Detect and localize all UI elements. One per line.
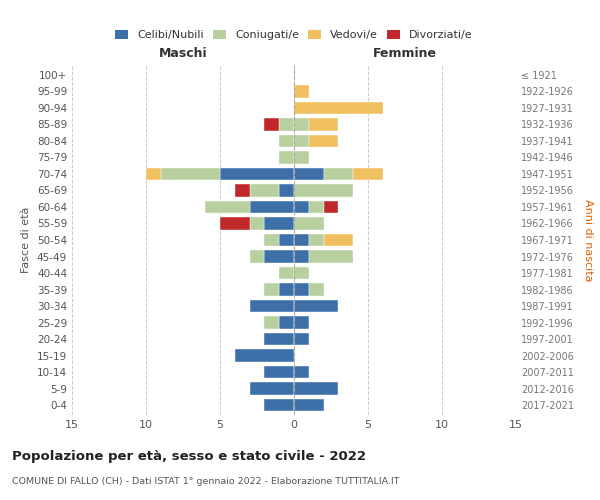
Bar bbox=[294, 234, 309, 246]
Bar bbox=[294, 366, 309, 378]
Bar bbox=[309, 234, 323, 246]
Bar bbox=[294, 300, 338, 312]
Text: Femmine: Femmine bbox=[373, 47, 437, 60]
Bar bbox=[294, 267, 309, 279]
Bar bbox=[294, 201, 309, 213]
Bar bbox=[265, 399, 294, 411]
Bar bbox=[265, 333, 294, 345]
Bar bbox=[294, 168, 323, 180]
Bar bbox=[294, 184, 353, 196]
Bar bbox=[294, 316, 309, 328]
Bar bbox=[353, 168, 383, 180]
Bar bbox=[265, 250, 294, 262]
Bar bbox=[279, 234, 294, 246]
Legend: Celibi/Nubili, Coniugati/e, Vedovi/e, Divorziati/e: Celibi/Nubili, Coniugati/e, Vedovi/e, Di… bbox=[111, 25, 477, 44]
Bar bbox=[265, 118, 279, 130]
Bar bbox=[250, 218, 265, 230]
Bar bbox=[309, 201, 323, 213]
Bar bbox=[294, 284, 309, 296]
Bar bbox=[294, 152, 309, 164]
Bar bbox=[294, 218, 323, 230]
Bar bbox=[323, 201, 338, 213]
Bar bbox=[250, 184, 279, 196]
Bar bbox=[294, 85, 309, 98]
Bar bbox=[205, 201, 250, 213]
Bar bbox=[279, 118, 294, 130]
Bar bbox=[294, 399, 323, 411]
Bar bbox=[294, 102, 383, 114]
Bar bbox=[309, 250, 353, 262]
Bar bbox=[220, 168, 294, 180]
Bar bbox=[294, 118, 309, 130]
Bar bbox=[250, 300, 294, 312]
Bar bbox=[279, 284, 294, 296]
Bar bbox=[323, 234, 353, 246]
Bar bbox=[279, 184, 294, 196]
Y-axis label: Fasce di età: Fasce di età bbox=[22, 207, 31, 273]
Bar bbox=[235, 184, 250, 196]
Bar bbox=[265, 218, 294, 230]
Text: Maschi: Maschi bbox=[158, 47, 208, 60]
Bar bbox=[250, 250, 265, 262]
Bar bbox=[279, 152, 294, 164]
Bar bbox=[309, 135, 338, 147]
Text: COMUNE DI FALLO (CH) - Dati ISTAT 1° gennaio 2022 - Elaborazione TUTTITALIA.IT: COMUNE DI FALLO (CH) - Dati ISTAT 1° gen… bbox=[12, 478, 400, 486]
Bar bbox=[235, 350, 294, 362]
Bar bbox=[265, 366, 294, 378]
Bar bbox=[279, 267, 294, 279]
Bar bbox=[279, 135, 294, 147]
Bar bbox=[323, 168, 353, 180]
Bar bbox=[309, 284, 323, 296]
Bar bbox=[294, 250, 309, 262]
Y-axis label: Anni di nascita: Anni di nascita bbox=[583, 198, 593, 281]
Bar bbox=[279, 316, 294, 328]
Bar bbox=[220, 218, 250, 230]
Bar bbox=[146, 168, 161, 180]
Bar bbox=[161, 168, 220, 180]
Bar bbox=[250, 201, 294, 213]
Bar bbox=[265, 234, 279, 246]
Bar bbox=[250, 382, 294, 395]
Bar bbox=[294, 333, 309, 345]
Bar bbox=[265, 316, 279, 328]
Text: Popolazione per età, sesso e stato civile - 2022: Popolazione per età, sesso e stato civil… bbox=[12, 450, 366, 463]
Bar bbox=[309, 118, 338, 130]
Bar bbox=[265, 284, 279, 296]
Bar bbox=[294, 382, 338, 395]
Bar bbox=[294, 135, 309, 147]
